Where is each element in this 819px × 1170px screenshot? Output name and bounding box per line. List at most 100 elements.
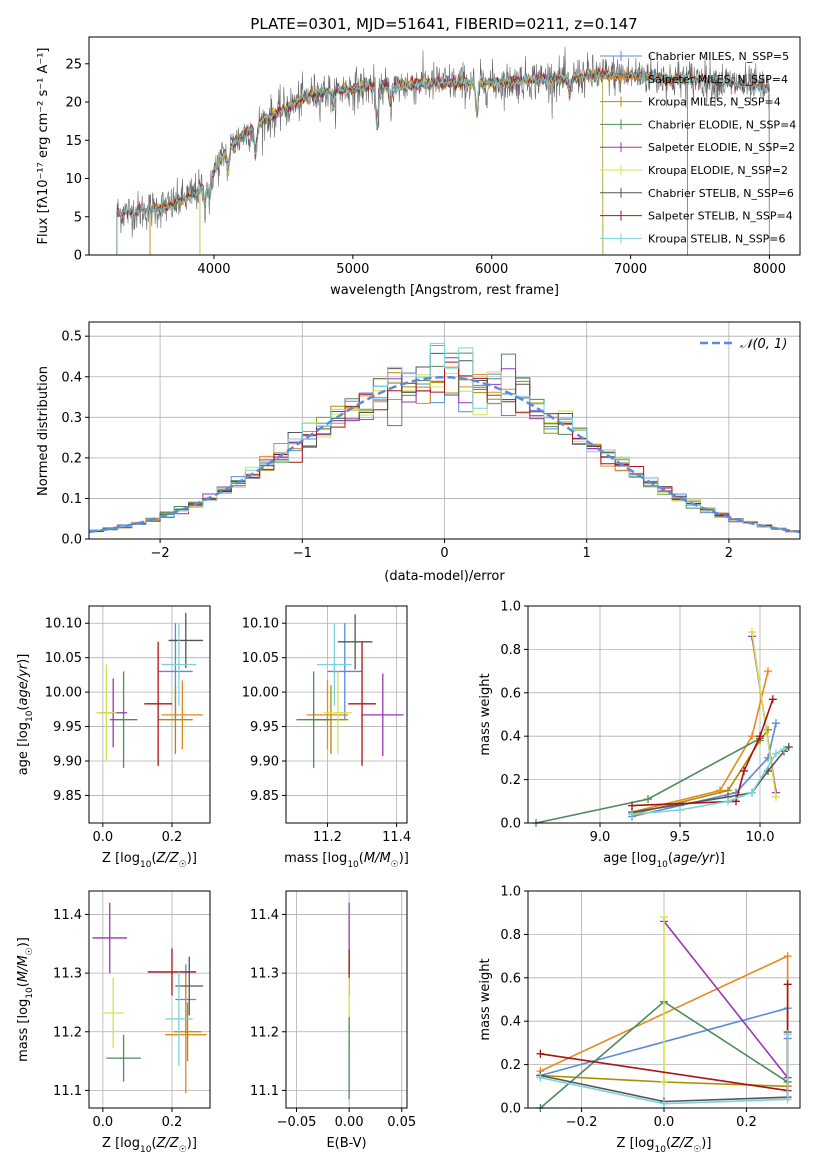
x-tick-label: −2 bbox=[151, 546, 170, 561]
x-tick-label: 0.0 bbox=[654, 1115, 675, 1130]
model-line-chabrier-elodie bbox=[199, 68, 604, 255]
x-tick-label: 9.5 bbox=[670, 830, 691, 845]
y-tick-label: 0.3 bbox=[61, 411, 82, 426]
y-tick-label: 0 bbox=[74, 249, 82, 264]
series-point bbox=[783, 1030, 792, 1039]
axes-frame bbox=[285, 890, 408, 1109]
axes-frame bbox=[527, 890, 801, 1109]
series-point bbox=[772, 749, 780, 758]
histogram-panel: −2 −1 0 1 2 0.0 0.1 0.2 0.3 0.4 0.5 𝒩(0, 1) (data-mo… bbox=[36, 321, 801, 584]
axes-frame bbox=[285, 605, 408, 824]
axes-frame bbox=[88, 890, 211, 1109]
y-tick-label: 25 bbox=[65, 57, 82, 72]
x-tick-label: 10.0 bbox=[746, 830, 775, 845]
y-tick-label: 1.0 bbox=[500, 885, 521, 900]
x-tick-label: 2 bbox=[725, 546, 733, 561]
y-tick-label: 11.2 bbox=[250, 1025, 279, 1040]
mass-weight-panel-4: 9.0 9.5 10.0 0.0 0.2 0.4 0.6 0.8 1.0 age [log10(a… bbox=[478, 600, 801, 870]
y-axis-label: mass weight bbox=[478, 673, 493, 755]
series-point bbox=[783, 980, 792, 989]
series-point bbox=[536, 1073, 545, 1082]
x-tick-label: 0.05 bbox=[387, 1115, 416, 1130]
x-axis-label: (data-model)/error bbox=[384, 569, 505, 584]
y-tick-label: 10.10 bbox=[242, 617, 279, 632]
y-tick-label: 0.4 bbox=[500, 1015, 521, 1030]
x-tick-label: 0.2 bbox=[162, 1115, 183, 1130]
series-point bbox=[772, 792, 780, 801]
series-point bbox=[628, 801, 636, 810]
axes-frame bbox=[88, 321, 801, 540]
y-tick-label: 10.00 bbox=[242, 686, 279, 701]
y-tick-label: 1.0 bbox=[500, 600, 521, 615]
y-tick-label: 9.85 bbox=[250, 789, 279, 804]
y-tick-label: 10.00 bbox=[45, 686, 82, 701]
y-tick-label: 11.3 bbox=[250, 967, 279, 982]
legend-entry: Chabrier STELIB, N_SSP=6 bbox=[648, 187, 794, 200]
model-line-chabrier-miles bbox=[149, 69, 688, 255]
series-point bbox=[772, 719, 780, 728]
y-tick-label: 9.90 bbox=[250, 755, 279, 770]
series-point bbox=[660, 913, 668, 922]
x-tick-label: 0.2 bbox=[162, 830, 183, 845]
x-axis-label: Z [log10(Z/Z☉)] bbox=[102, 1136, 197, 1155]
errorbar-panel-3: 11.2 11.4 9.85 9.90 9.95 10.00 10.05 10.10 mass … bbox=[242, 605, 411, 870]
errorbar-panel-6: −0.05 0.00 0.05 11.1 11.2 11.3 11.4 E(B-V) bbox=[250, 890, 416, 1151]
y-tick-label: 0.2 bbox=[61, 451, 82, 466]
x-axis-label: age [log10(age/yr)] bbox=[603, 851, 725, 870]
series-point bbox=[748, 788, 756, 797]
y-tick-label: 11.4 bbox=[53, 908, 82, 923]
y-tick-label: 0.2 bbox=[500, 773, 521, 788]
y-tick-label: 0.6 bbox=[500, 971, 521, 986]
legend-entry: Kroupa STELIB, N_SSP=6 bbox=[648, 232, 786, 245]
x-tick-label: −1 bbox=[293, 546, 312, 561]
y-tick-label: 9.95 bbox=[53, 720, 82, 735]
x-tick-label: 0.0 bbox=[92, 830, 113, 845]
series-point bbox=[748, 628, 756, 637]
x-axis-label: E(B-V) bbox=[326, 1136, 366, 1151]
model-line-kroupa-elodie bbox=[199, 68, 604, 255]
series-line-kroupa-stelib bbox=[540, 1034, 789, 1105]
y-tick-label: 11.1 bbox=[53, 1084, 82, 1099]
legend-entry: Chabrier ELODIE, N_SSP=4 bbox=[648, 118, 796, 131]
y-axis-label: age [log10(age/yr)] bbox=[16, 654, 35, 776]
x-tick-label: 6000 bbox=[475, 262, 508, 277]
spectrum-panel: 4000 5000 6000 7000 8000 0 5 10 15 20 25 wavelength… bbox=[36, 36, 801, 298]
y-axis-label: mass [log10(M/M☉)] bbox=[16, 937, 35, 1062]
axes-frame bbox=[88, 605, 211, 824]
x-tick-label: 0 bbox=[440, 546, 448, 561]
series-point bbox=[764, 725, 772, 734]
y-axis-label: mass weight bbox=[478, 958, 493, 1040]
legend-entry: 𝒩(0, 1) bbox=[740, 337, 787, 352]
series-point bbox=[784, 743, 793, 752]
series-point bbox=[748, 732, 756, 741]
model-line-chabrier-stelib bbox=[116, 68, 770, 255]
y-tick-label: 11.2 bbox=[53, 1025, 82, 1040]
y-tick-label: 0.4 bbox=[500, 730, 521, 745]
x-tick-label: −0.05 bbox=[277, 1115, 317, 1130]
series-point bbox=[764, 667, 772, 676]
y-tick-label: 0.0 bbox=[500, 817, 521, 832]
model-line-kroupa-miles bbox=[149, 71, 688, 255]
x-tick-label: 9.0 bbox=[590, 830, 611, 845]
series-point bbox=[676, 805, 684, 814]
x-tick-label: 0.00 bbox=[335, 1115, 364, 1130]
x-tick-label: 7000 bbox=[614, 262, 647, 277]
axes-frame bbox=[527, 605, 801, 824]
legend-entry: Kroupa ELODIE, N_SSP=2 bbox=[648, 164, 788, 177]
y-tick-label: 10.05 bbox=[45, 651, 82, 666]
y-tick-label: 9.90 bbox=[53, 755, 82, 770]
series-point bbox=[768, 695, 777, 704]
y-tick-label: 0.8 bbox=[500, 928, 521, 943]
x-tick-label: 1 bbox=[583, 546, 591, 561]
legend-entry: Salpeter MILES, N_SSP=4 bbox=[648, 73, 788, 86]
series-point bbox=[628, 810, 636, 819]
series-line-kroupa-miles bbox=[631, 729, 769, 816]
series-point bbox=[780, 745, 788, 754]
legend-entry: Salpeter STELIB, N_SSP=4 bbox=[648, 210, 793, 223]
figure-title: PLATE=0301, MJD=51641, FIBERID=0211, z=0… bbox=[250, 15, 637, 33]
y-tick-label: 0.0 bbox=[61, 533, 82, 548]
y-tick-label: 0.6 bbox=[500, 686, 521, 701]
mass-weight-panel-7: −0.2 0.0 0.2 0.0 0.2 0.4 0.6 0.8 1.0 Z [log10(Z/Z… bbox=[478, 885, 801, 1155]
y-axis-label: Flux [fλ10⁻¹⁷ erg cm⁻² s⁻¹ A⁻¹] bbox=[36, 48, 51, 245]
